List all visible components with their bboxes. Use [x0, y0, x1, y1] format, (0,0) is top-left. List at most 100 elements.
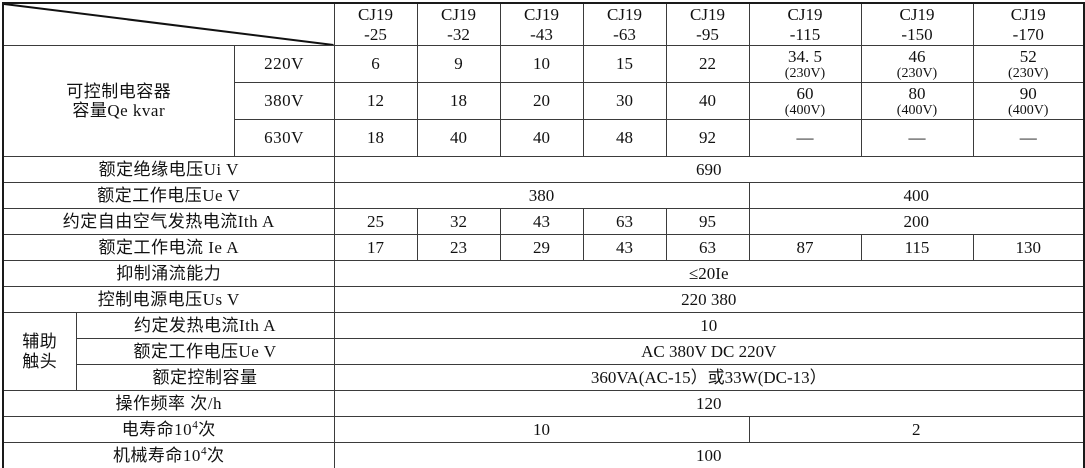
row-operating-frequency: 操作频率 次/h 120	[2, 390, 1085, 417]
row-auxiliary-working-voltage: 额定工作电压Ue V AC 380V DC 220V	[3, 338, 1085, 365]
capacity-voltage-630v: 630V	[233, 119, 335, 157]
mechanical-life-label: 机械寿命104次	[2, 442, 335, 468]
model-family: CJ19	[441, 5, 476, 25]
rated-working-voltage-value-group2: 400	[748, 182, 1085, 209]
note: (400V)	[896, 102, 938, 118]
rated-working-current-value-5: 63	[665, 234, 750, 261]
thermal-current-value-2: 32	[416, 208, 501, 235]
operating-frequency-label: 操作频率 次/h	[2, 390, 335, 417]
capacity-label-line2: 容量Qe kvar	[72, 101, 166, 120]
model-family: CJ19	[690, 5, 725, 25]
rated-insulation-voltage-label: 额定绝缘电压Ui V	[2, 156, 335, 183]
capacity-380v-value-3: 20	[499, 82, 584, 120]
capacity-380v-value-7: 80 (400V)	[860, 82, 974, 120]
capacity-630v-value-8: —	[972, 119, 1085, 157]
auxiliary-thermal-current-value: 10	[333, 312, 1085, 339]
thermal-current-label: 约定自由空气发热电流Ith A	[2, 208, 335, 235]
model-size: -25	[364, 24, 387, 44]
auxiliary-contacts-label: 辅助 触头	[2, 312, 77, 391]
model-size: -150	[901, 24, 933, 44]
capacity-380v-value-1: 12	[333, 82, 418, 120]
model-size: -32	[447, 24, 470, 44]
table-header-row: 项目 规格 CJ19 -25 CJ19 -32 CJ19 -43 CJ19 -63 CJ…	[2, 2, 1085, 46]
model-family: CJ19	[524, 5, 559, 25]
rated-working-current-value-8: 130	[972, 234, 1085, 261]
capacity-630v-value-3: 40	[499, 119, 584, 157]
model-header-1: CJ19 -25	[333, 2, 418, 46]
label-prefix: 电寿命10	[121, 419, 193, 439]
model-size: -63	[613, 24, 636, 44]
capacity-380v-value-5: 40	[665, 82, 750, 120]
capacity-380v-value-4: 30	[582, 82, 667, 120]
row-inrush-suppression: 抑制涌流能力 ≤20Ie	[2, 260, 1085, 287]
model-family: CJ19	[899, 5, 935, 25]
capacity-630v-value-5: 92	[665, 119, 750, 157]
row-thermal-current: 约定自由空气发热电流Ith A 25 32 43 63 95 200	[2, 208, 1085, 235]
capacity-380v-value-8: 90 (400V)	[972, 82, 1085, 120]
diagonal-divider-icon	[4, 4, 334, 45]
auxiliary-label-line1: 辅助	[22, 332, 58, 352]
auxiliary-working-voltage-value: AC 380V DC 220V	[333, 338, 1085, 365]
note: (230V)	[896, 65, 938, 81]
column-header-label: 规格	[279, 5, 320, 27]
auxiliary-thermal-current-label: 约定发热电流Ith A	[75, 312, 335, 339]
capacity-220v-value-1: 6	[333, 45, 418, 83]
capacity-380v-value-2: 18	[416, 82, 501, 120]
model-header-3: CJ19 -43	[499, 2, 584, 46]
model-header-8: CJ19 -170	[972, 2, 1085, 46]
label-suffix: 次	[198, 419, 216, 439]
rated-working-current-label: 额定工作电流 Ie A	[2, 234, 335, 261]
capacity-row-630v: 630V 18 40 40 48 92 — — —	[3, 119, 1085, 157]
row-rated-working-voltage: 额定工作电压Ue V 380 400	[2, 182, 1085, 209]
operating-frequency-value: 120	[333, 390, 1085, 417]
auxiliary-control-capacity-label: 额定控制容量	[75, 364, 335, 391]
thermal-current-value-3: 43	[499, 208, 584, 235]
value: 90	[1019, 83, 1037, 103]
capacity-380v-value-6: 60 (400V)	[748, 82, 862, 120]
inrush-suppression-label: 抑制涌流能力	[2, 260, 335, 287]
model-size: -115	[789, 24, 821, 44]
value: 34. 5	[788, 46, 822, 66]
model-family: CJ19	[607, 5, 642, 25]
model-header-6: CJ19 -115	[748, 2, 862, 46]
electrical-life-value-group1: 10	[333, 416, 750, 443]
model-family: CJ19	[358, 5, 393, 25]
capacity-row-label: 可控制电容器 容量Qe kvar	[2, 45, 235, 157]
capacity-voltage-380v: 380V	[233, 82, 335, 120]
value: 80	[908, 83, 926, 103]
model-header-7: CJ19 -150	[860, 2, 974, 46]
row-header-label: 项目	[26, 20, 66, 43]
label-prefix: 机械寿命10	[112, 445, 201, 465]
auxiliary-control-capacity-value: 360VA(AC-15）或33W(DC-13）	[333, 364, 1085, 391]
rated-working-current-value-3: 29	[499, 234, 584, 261]
mechanical-life-value: 100	[333, 442, 1085, 468]
row-electrical-life: 电寿命104次 10 2	[2, 416, 1085, 443]
rated-working-current-value-1: 17	[333, 234, 418, 261]
model-size: -95	[696, 24, 719, 44]
model-family: CJ19	[787, 5, 823, 25]
row-rated-insulation-voltage: 额定绝缘电压Ui V 690	[2, 156, 1085, 183]
model-header-2: CJ19 -32	[416, 2, 501, 46]
capacity-220v-value-3: 10	[499, 45, 584, 83]
rated-working-voltage-label: 额定工作电压Ue V	[2, 182, 335, 209]
capacity-630v-value-4: 48	[582, 119, 667, 157]
row-auxiliary-control-capacity: 额定控制容量 360VA(AC-15）或33W(DC-13）	[3, 364, 1085, 391]
value: 46	[908, 46, 926, 66]
row-mechanical-life: 机械寿命104次 100	[2, 442, 1085, 468]
capacity-label-line1: 可控制电容器	[66, 81, 172, 101]
capacity-220v-value-8: 52 (230V)	[972, 45, 1085, 83]
thermal-current-value-group2: 200	[748, 208, 1085, 235]
rated-working-current-value-4: 43	[582, 234, 667, 261]
model-family: CJ19	[1010, 5, 1046, 25]
thermal-current-value-5: 95	[665, 208, 750, 235]
control-supply-voltage-label: 控制电源电压Us V	[2, 286, 335, 313]
rated-insulation-voltage-value: 690	[333, 156, 1085, 183]
thermal-current-value-4: 63	[582, 208, 667, 235]
capacity-630v-value-6: —	[748, 119, 862, 157]
auxiliary-label-line2: 触头	[22, 351, 58, 371]
model-header-4: CJ19 -63	[582, 2, 667, 46]
row-control-supply-voltage: 控制电源电压Us V 220 380	[2, 286, 1085, 313]
rated-working-voltage-value-group1: 380	[333, 182, 750, 209]
